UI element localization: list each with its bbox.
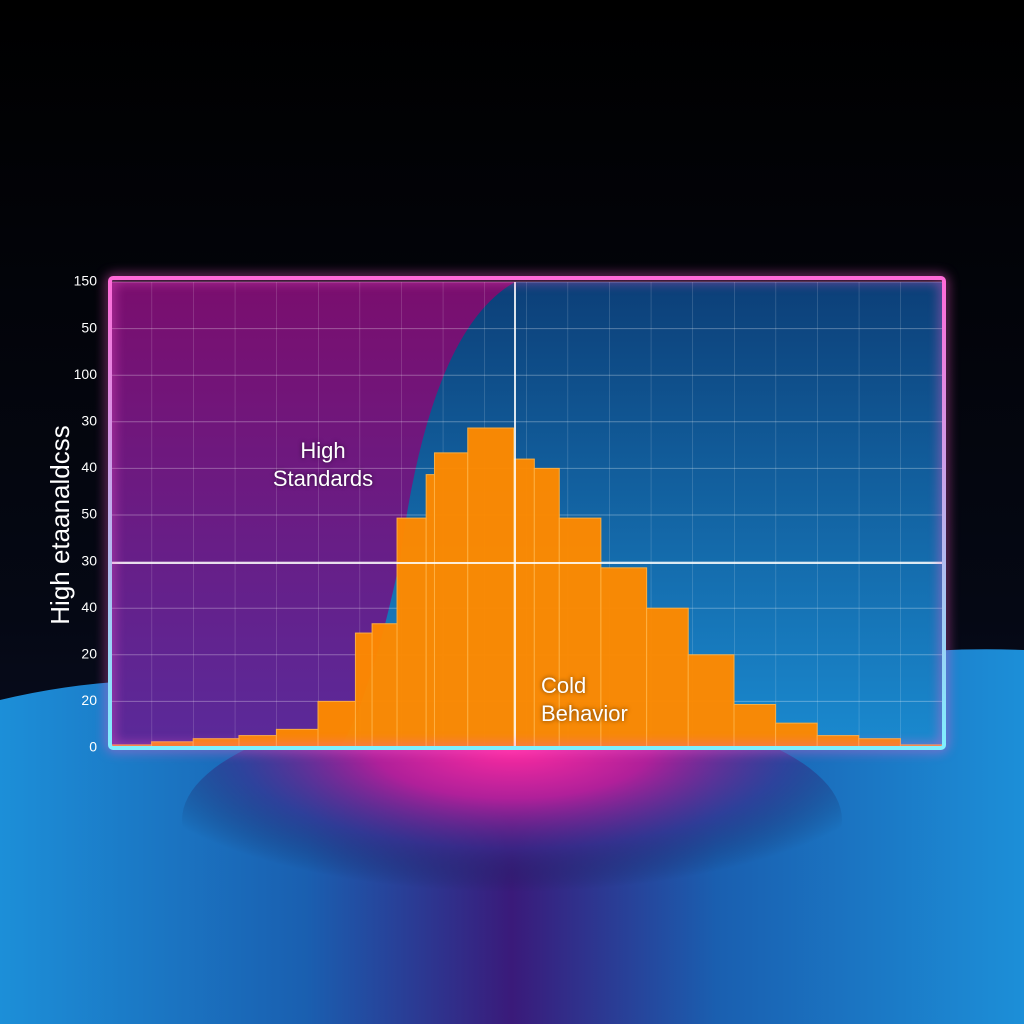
frame (108, 276, 946, 750)
y-axis-title: High etaanaldcss (45, 425, 75, 624)
bar (558, 517, 602, 749)
bar (646, 607, 689, 749)
bar (687, 654, 735, 749)
y-tick-label: 100 (74, 366, 98, 382)
bar (275, 728, 319, 749)
bars (109, 427, 943, 749)
y-tick-label: 40 (81, 459, 97, 475)
bar (371, 623, 398, 749)
bar (467, 427, 515, 749)
bar (433, 452, 469, 749)
bar (317, 700, 356, 749)
y-tick-label: 20 (81, 646, 97, 662)
floor-glow (182, 700, 842, 940)
y-tick-label: 40 (81, 599, 97, 615)
y-ticks: 0 20 20 40 30 50 40 30 100 50 150 (74, 273, 98, 755)
y-tick-label: 30 (81, 552, 97, 568)
bar (533, 467, 560, 749)
bar (733, 704, 777, 749)
y-tick-label: 150 (74, 273, 98, 289)
y-tick-label: 30 (81, 413, 97, 429)
bar (600, 567, 648, 749)
y-tick-label: 50 (81, 319, 97, 335)
annotation: High Standards (272, 438, 374, 491)
bar (425, 474, 435, 749)
annotation: Cold Behavior (541, 673, 628, 726)
y-tick-label: 0 (89, 739, 97, 755)
y-tick-label: 20 (81, 692, 97, 708)
bar (354, 632, 373, 749)
bar (775, 722, 818, 749)
y-tick-label: 50 (81, 506, 97, 522)
bar (396, 517, 427, 749)
bar (513, 458, 535, 749)
